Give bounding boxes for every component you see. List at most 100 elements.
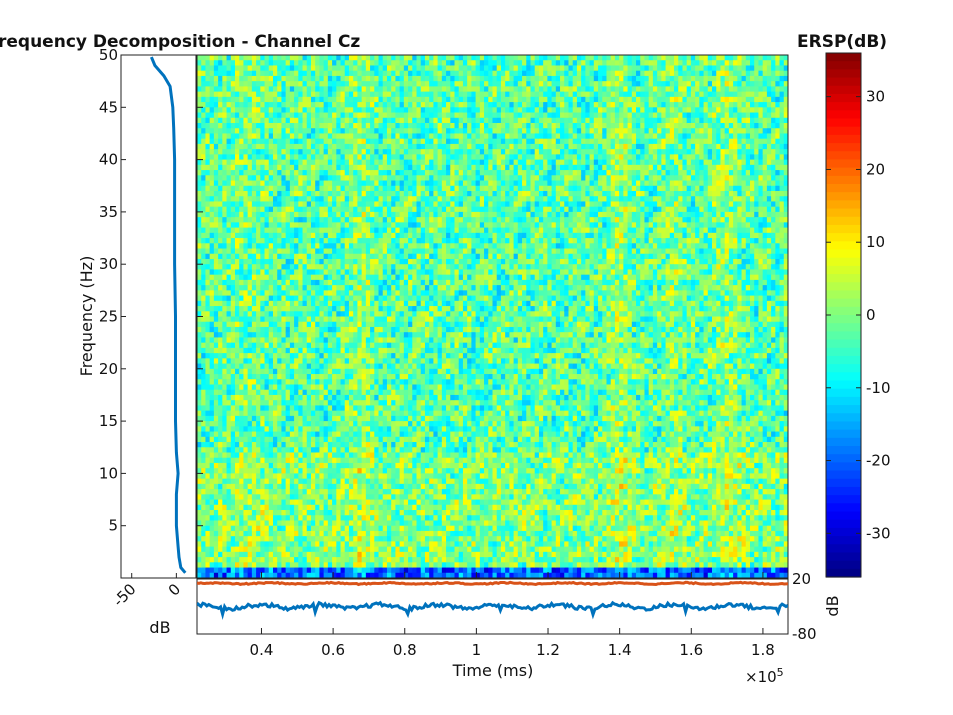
heatmap-cell: [289, 70, 295, 77]
heatmap-cell: [264, 295, 270, 302]
heatmap-cell: [222, 520, 228, 527]
heatmap-cell: [213, 75, 219, 82]
heatmap-cell: [197, 70, 202, 77]
heatmap-cell: [353, 227, 359, 234]
heatmap-cell: [336, 363, 342, 370]
heatmap-cell: [378, 196, 384, 203]
heatmap-cell: [399, 342, 405, 349]
heatmap-cell: [399, 400, 405, 407]
heatmap-cell: [264, 473, 270, 480]
heatmap-cell: [315, 520, 321, 527]
heatmap-cell: [302, 201, 308, 208]
heatmap-cell: [323, 185, 329, 192]
heatmap-cell: [197, 442, 202, 448]
heatmap-cell: [336, 159, 342, 166]
heatmap-cell: [234, 149, 240, 155]
heatmap-cell: [319, 274, 325, 281]
heatmap-cell: [310, 65, 316, 72]
heatmap-cell: [391, 536, 397, 542]
heatmap-cell: [332, 379, 337, 386]
heatmap-cell: [344, 290, 350, 297]
heatmap-cell: [344, 483, 350, 490]
heatmap-cell: [348, 457, 354, 464]
heatmap-cell: [332, 442, 337, 448]
heatmap-cell: [277, 243, 283, 250]
heatmap-cell: [260, 274, 266, 281]
heatmap-cell: [213, 258, 219, 265]
heatmap-cell: [378, 442, 384, 448]
heatmap-cell: [218, 415, 223, 422]
heatmap-cell: [277, 269, 283, 276]
heatmap-cell: [336, 122, 342, 129]
heatmap-cell: [403, 546, 409, 553]
heatmap-cell: [386, 468, 392, 474]
heatmap-cell: [395, 290, 401, 297]
heatmap-cell: [391, 374, 397, 380]
heatmap-cell: [336, 91, 342, 98]
heatmap-cell: [306, 306, 312, 312]
heatmap-cell: [222, 164, 228, 171]
heatmap-cell: [294, 75, 299, 82]
heatmap-cell: [247, 504, 253, 511]
heatmap-cell: [336, 510, 342, 516]
heatmap-cell: [218, 379, 223, 386]
heatmap-cell: [226, 447, 232, 454]
heatmap-cell: [209, 436, 215, 443]
heatmap-cell: [306, 300, 312, 307]
heatmap-cell: [205, 91, 211, 98]
heatmap-cell: [374, 530, 380, 537]
heatmap-cell: [234, 258, 240, 265]
heatmap-cell: [243, 128, 249, 135]
heatmap-cell: [340, 290, 346, 297]
heatmap-cell: [209, 81, 215, 87]
heatmap-cell: [272, 65, 278, 72]
heatmap-cell: [336, 562, 342, 569]
heatmap-cell: [323, 436, 329, 443]
heatmap-cell: [264, 112, 270, 119]
heatmap-cell: [197, 81, 202, 87]
heatmap-cell: [277, 170, 283, 176]
heatmap-cell: [294, 238, 299, 244]
heatmap-cell: [209, 557, 215, 563]
heatmap-cell: [260, 562, 266, 569]
heatmap-cell: [268, 562, 274, 569]
heatmap-cell: [218, 316, 223, 323]
heatmap-cell: [222, 117, 228, 124]
heatmap-cell: [298, 91, 304, 98]
heatmap-cell: [277, 264, 283, 271]
heatmap-cell: [256, 536, 261, 542]
heatmap-cell: [365, 222, 371, 229]
heatmap-cell: [209, 227, 215, 234]
heatmap-cell: [361, 175, 367, 182]
heatmap-cell: [365, 562, 371, 569]
heatmap-cell: [323, 232, 329, 239]
heatmap-cell: [197, 473, 202, 480]
heatmap-cell: [386, 536, 392, 542]
heatmap-cell: [332, 91, 337, 98]
heatmap-cell: [205, 520, 211, 527]
heatmap-cell: [209, 133, 215, 140]
heatmap-cell: [209, 321, 215, 328]
heatmap-cell: [281, 389, 287, 396]
heatmap-cell: [230, 457, 236, 464]
heatmap-cell: [294, 227, 299, 234]
heatmap-cell: [247, 60, 253, 67]
heatmap-cell: [395, 91, 401, 98]
heatmap-cell: [365, 504, 371, 511]
heatmap-cell: [340, 269, 346, 276]
heatmap-cell: [365, 551, 371, 558]
heatmap-cell: [205, 295, 211, 302]
heatmap-cell: [332, 306, 337, 312]
heatmap-cell: [340, 504, 346, 511]
heatmap-cell: [327, 436, 333, 443]
heatmap-cell: [218, 525, 223, 532]
heatmap-cell: [264, 374, 270, 380]
heatmap-cell: [213, 232, 219, 239]
heatmap-cell: [213, 337, 219, 344]
heatmap-cell: [260, 206, 266, 213]
heatmap-cell: [332, 81, 337, 87]
heatmap-cell: [323, 149, 329, 155]
heatmap-cell: [395, 107, 401, 114]
heatmap-cell: [251, 400, 257, 407]
heatmap-cell: [260, 353, 266, 359]
